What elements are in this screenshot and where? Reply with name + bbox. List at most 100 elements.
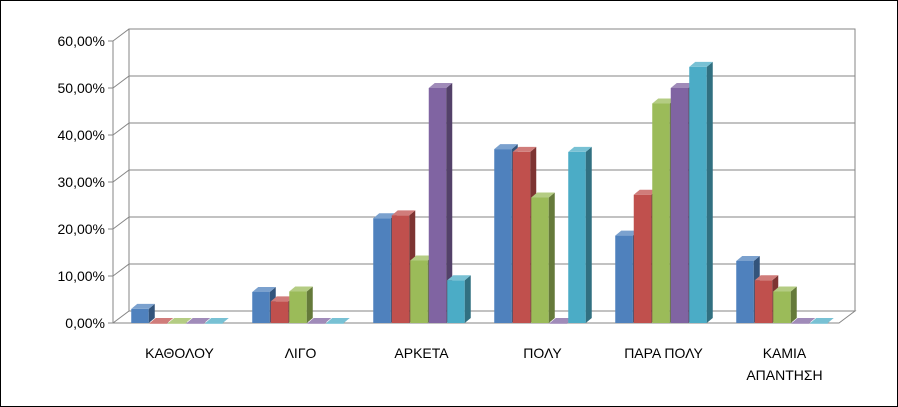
gridline [112, 75, 855, 89]
bar-front [615, 235, 633, 323]
bar-front [670, 88, 689, 323]
bar-top [549, 318, 574, 323]
bars [131, 61, 834, 324]
bar-front [149, 323, 168, 324]
bar-front [494, 149, 512, 323]
bar-top [410, 255, 434, 261]
bar-top [652, 98, 676, 104]
bar [186, 318, 211, 324]
bar [549, 318, 574, 324]
bar [326, 318, 350, 324]
bar [689, 61, 713, 323]
y-tick-label: 50,00% [58, 80, 105, 96]
bar-front [689, 66, 707, 323]
bar-top [391, 210, 416, 216]
gridlines [112, 28, 855, 277]
bar-front [773, 291, 791, 323]
bar-top [149, 318, 174, 323]
bar [568, 146, 592, 323]
bar-top [289, 286, 313, 292]
bar-side [790, 286, 797, 323]
bar-top [689, 61, 713, 67]
bar-top [531, 192, 555, 198]
bar-top [633, 189, 658, 195]
bar-front [168, 323, 186, 324]
y-tick-label: 10,00% [58, 268, 105, 284]
bar [791, 318, 816, 324]
gridline [112, 28, 855, 42]
bar-front [447, 280, 465, 323]
bar-front [410, 260, 428, 323]
bar [773, 286, 797, 323]
bar-front [512, 151, 531, 323]
bar [307, 318, 332, 324]
bar-side [306, 286, 313, 323]
bar [447, 275, 471, 323]
bar-top [447, 275, 471, 281]
bar-top [494, 144, 518, 150]
bar-top [810, 318, 834, 323]
bar-front [428, 88, 447, 323]
bar [428, 83, 453, 323]
bar-top [326, 318, 350, 323]
bar-front [810, 323, 828, 324]
bar-top [168, 318, 192, 323]
bar-top [307, 318, 332, 323]
bar-top [773, 286, 797, 292]
y-tick-label: 40,00% [58, 127, 105, 143]
gridline [112, 169, 855, 183]
bar-front [252, 291, 270, 323]
x-tick-label: ΚΑΜΙΑ ΑΠΑΝΤΗΣΗ [746, 345, 822, 383]
bar-front [791, 323, 810, 324]
bar-front [186, 323, 205, 324]
bar-top [512, 146, 537, 152]
x-tick-label: ΠΑΡΑ ΠΟΛΥ [624, 345, 703, 361]
bar-top [131, 303, 155, 309]
bar-side [548, 192, 555, 323]
x-tick-label: ΑΡΚΕΤΑ [394, 345, 449, 361]
bar-front [531, 197, 549, 323]
gridline [112, 263, 855, 277]
bar-front [131, 308, 149, 323]
bar [289, 286, 313, 323]
y-axis-ticks: 0,00% 10,00% 20,00% 30,00% 40,00% 50,00% 60,00… [58, 33, 113, 331]
bar-top [670, 83, 695, 88]
bar-front [326, 323, 344, 324]
bar-front [391, 215, 410, 323]
y-tick-label: 0,00% [65, 315, 105, 331]
bar-top [270, 296, 295, 302]
bar-top [754, 275, 779, 281]
bar-front [307, 323, 326, 324]
y-tick-label: 30,00% [58, 174, 105, 190]
y-tick-label: 60,00% [58, 33, 105, 49]
bar-side [464, 275, 471, 323]
bar-side [585, 146, 592, 323]
bar-top [568, 146, 592, 152]
bar-front [652, 103, 670, 323]
bar-front [736, 260, 754, 323]
bar-top [736, 255, 760, 261]
x-axis-labels: ΚΑΘΟΛΟΥ ΛΙΓΟ ΑΡΚΕΤΑ ΠΟΛΥ ΠΑΡΑ ΠΟΛΥ ΚΑΜΙΑ ΑΠΑΝΤ… [145, 345, 823, 383]
bar [531, 192, 555, 323]
x-tick-label: ΚΑΘΟΛΟΥ [145, 345, 214, 361]
bar-top [428, 83, 453, 88]
bar-top [186, 318, 211, 323]
bar-top [373, 213, 397, 219]
bar-front [549, 323, 568, 324]
bar [168, 318, 192, 324]
bar [149, 318, 174, 324]
bar-front [568, 151, 586, 323]
bar-front [373, 218, 391, 323]
bar-front [754, 280, 773, 323]
bar-side [446, 83, 453, 323]
bar-top [252, 286, 276, 292]
bar-front [205, 323, 223, 324]
bar-front [270, 301, 289, 323]
gridline [112, 122, 855, 136]
bar-front [289, 291, 307, 323]
bar-top [615, 230, 639, 236]
y-tick-label: 20,00% [58, 221, 105, 237]
bar-side [706, 61, 713, 323]
